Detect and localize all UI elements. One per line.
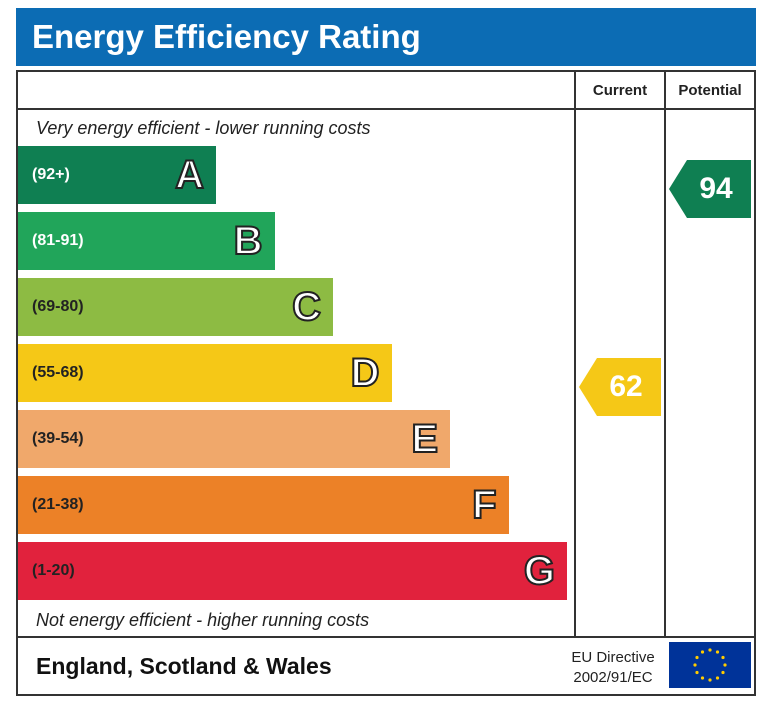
band-b-letter: B [233, 218, 264, 264]
band-c-range: (69-80) [32, 298, 84, 315]
eu-star [700, 650, 705, 654]
current-column-divider [574, 72, 576, 638]
band-e-range: (39-54) [32, 430, 84, 447]
band-a: (92+) A [18, 146, 216, 204]
band-d: (55-68) D [18, 344, 392, 402]
eu-star [693, 663, 697, 667]
potential-rating-arrow: 94 [669, 160, 751, 218]
band-d-letter: D [350, 350, 381, 396]
eu-star [700, 676, 705, 680]
eu-star [715, 676, 720, 680]
eu-star [708, 648, 712, 652]
rating-chart-frame: Current Potential Very energy efficient … [16, 70, 756, 696]
eu-star [695, 655, 699, 660]
eu-star [721, 670, 725, 675]
footer-divider [18, 636, 754, 638]
band-e: (39-54) E [18, 410, 450, 468]
band-b: (81-91) B [18, 212, 275, 270]
bottom-caption: Not energy efficient - higher running co… [36, 610, 370, 630]
band-a-range: (92+) [32, 166, 70, 183]
band-a-letter: A [174, 152, 205, 198]
potential-column-header: Potential [678, 82, 742, 99]
eu-flag-icon [669, 642, 751, 688]
band-c: (69-80) C [18, 278, 333, 336]
potential-column-divider [664, 72, 666, 638]
current-column-header: Current [592, 82, 648, 99]
eu-directive-line1: EU Directive [571, 649, 655, 666]
eu-star [721, 655, 725, 660]
band-d-range: (55-68) [32, 364, 84, 381]
band-f-range: (21-38) [32, 496, 84, 513]
band-c-letter: C [291, 284, 322, 330]
band-f: (21-38) F [18, 476, 509, 534]
band-e-letter: E [410, 416, 439, 462]
current-rating-arrow: 62 [579, 358, 661, 416]
eu-star [715, 650, 720, 654]
chart-title: Energy Efficiency Rating [16, 8, 756, 66]
header-divider [18, 108, 754, 110]
band-g-letter: G [523, 548, 556, 594]
band-f-letter: F [471, 482, 497, 528]
top-caption: Very energy efficient - lower running co… [36, 118, 371, 138]
eu-directive-label: EU Directive 2002/91/EC [558, 648, 668, 688]
eu-directive-line2: 2002/91/EC [573, 669, 653, 686]
eu-star [708, 678, 712, 682]
region-label: England, Scotland & Wales [36, 653, 332, 679]
band-g: (1-20) G [18, 542, 567, 600]
band-b-range: (81-91) [32, 232, 84, 249]
eu-star [723, 663, 727, 667]
eu-star [695, 670, 699, 675]
band-g-range: (1-20) [32, 562, 75, 579]
